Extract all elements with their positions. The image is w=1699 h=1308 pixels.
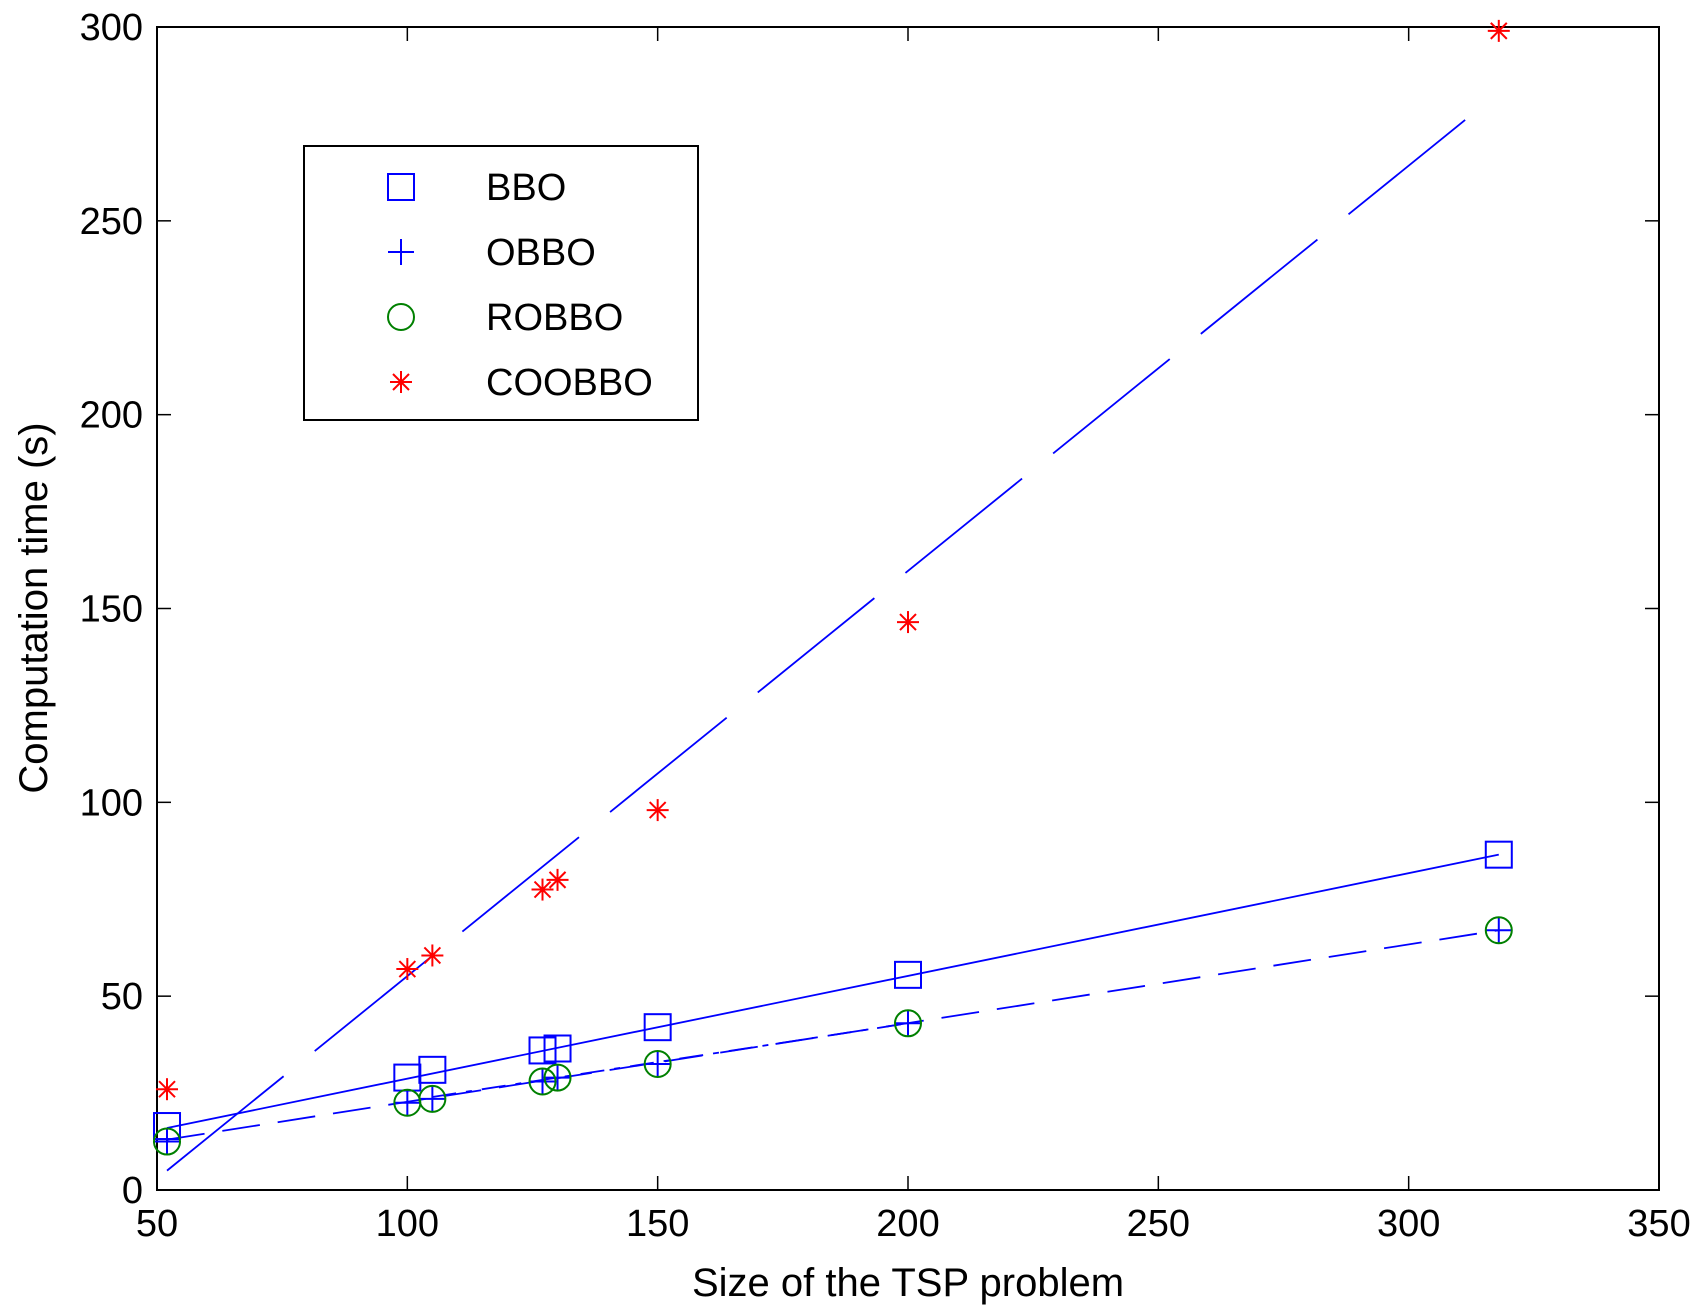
point-bbo — [643, 1013, 672, 1042]
point-bbo — [1484, 840, 1513, 869]
point-coobbo — [1487, 19, 1510, 42]
point-coobbo — [531, 878, 554, 901]
legend-label-obbo: OBBO — [486, 232, 596, 274]
point-coobbo — [646, 799, 669, 822]
y-tick-label: 300 — [80, 7, 143, 49]
y-axis-title: Computation time (s) — [12, 422, 56, 793]
x-axis-title: Size of the TSP problem — [692, 1261, 1124, 1305]
point-obbo — [529, 1068, 556, 1095]
point-coobbo — [421, 944, 444, 967]
fit-line — [166, 853, 1499, 1129]
y-tick-label: 200 — [80, 395, 143, 437]
fit-line — [432, 1022, 909, 1098]
point-obbo — [544, 1064, 571, 1091]
point-obbo — [394, 1089, 421, 1116]
fit-line — [166, 96, 1495, 1172]
legend: BBO OBBO ROBBO COOBBO — [303, 145, 699, 421]
point-bbo — [418, 1055, 447, 1084]
y-tick-label: 50 — [101, 976, 143, 1018]
legend-marker-robbo — [387, 303, 415, 331]
x-tick-label: 50 — [136, 1203, 178, 1245]
point-bbo — [894, 960, 922, 989]
y-tick-label: 150 — [80, 589, 143, 631]
point-bbo — [543, 1034, 572, 1063]
point-robbo — [153, 1127, 182, 1156]
point-robbo — [528, 1067, 557, 1096]
fit-lines — [166, 96, 1499, 1172]
legend-label-robbo: ROBBO — [486, 297, 623, 339]
legend-marker-bbo — [387, 173, 415, 201]
y-tick-label: 0 — [122, 1170, 143, 1212]
point-coobbo — [156, 1078, 179, 1101]
point-obbo — [1485, 917, 1512, 944]
point-obbo — [644, 1051, 671, 1078]
point-obbo — [154, 1128, 181, 1155]
legend-box — [303, 145, 699, 421]
point-robbo — [1484, 916, 1513, 945]
y-tick-label: 100 — [80, 782, 143, 824]
legend-marker-obbo — [388, 239, 414, 265]
point-coobbo — [396, 958, 419, 981]
legend-marker-coobbo — [390, 371, 412, 393]
legend-label-bbo: BBO — [486, 167, 566, 209]
legend-label-coobbo: COOBBO — [486, 362, 653, 404]
y-tick-label: 250 — [80, 201, 143, 243]
point-coobbo — [546, 868, 569, 891]
x-tick-label: 200 — [876, 1203, 939, 1245]
point-obbo — [419, 1085, 446, 1112]
point-coobbo — [897, 611, 919, 634]
x-tick-label: 150 — [626, 1203, 689, 1245]
point-robbo — [543, 1063, 572, 1092]
markers — [153, 19, 1513, 1156]
point-robbo — [894, 1009, 922, 1038]
x-tick-label: 350 — [1627, 1203, 1690, 1245]
point-obbo — [895, 1010, 921, 1037]
x-tick-label: 300 — [1377, 1203, 1440, 1245]
point-robbo — [643, 1050, 672, 1079]
point-bbo — [528, 1036, 557, 1065]
x-tick-label: 100 — [376, 1203, 439, 1245]
x-tick-label: 250 — [1127, 1203, 1190, 1245]
point-robbo — [418, 1084, 447, 1113]
